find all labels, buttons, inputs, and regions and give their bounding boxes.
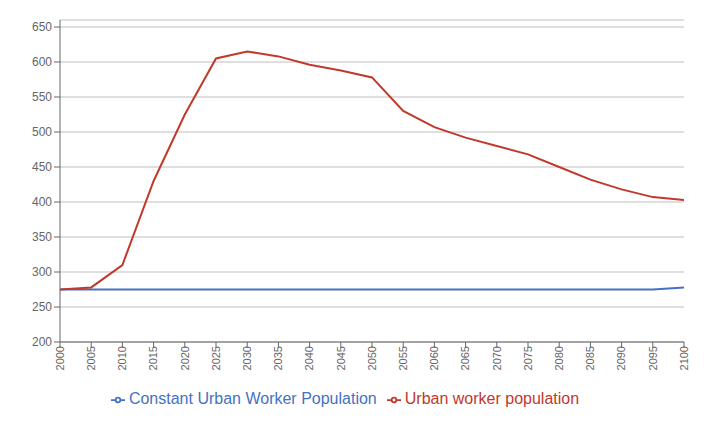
svg-text:250: 250 bbox=[32, 300, 52, 314]
svg-text:2085: 2085 bbox=[584, 346, 596, 370]
svg-text:2080: 2080 bbox=[553, 346, 565, 370]
svg-text:2035: 2035 bbox=[272, 346, 284, 370]
svg-text:2055: 2055 bbox=[397, 346, 409, 370]
svg-text:2015: 2015 bbox=[147, 346, 159, 370]
svg-text:450: 450 bbox=[32, 160, 52, 174]
svg-text:300: 300 bbox=[32, 265, 52, 279]
svg-text:2095: 2095 bbox=[647, 346, 659, 370]
svg-text:200: 200 bbox=[32, 335, 52, 349]
svg-text:2100: 2100 bbox=[678, 346, 690, 370]
svg-text:2005: 2005 bbox=[85, 346, 97, 370]
svg-text:2065: 2065 bbox=[459, 346, 471, 370]
svg-text:2010: 2010 bbox=[116, 346, 128, 370]
svg-text:2060: 2060 bbox=[428, 346, 440, 370]
svg-text:2030: 2030 bbox=[241, 346, 253, 370]
svg-text:650: 650 bbox=[32, 20, 52, 34]
svg-text:400: 400 bbox=[32, 195, 52, 209]
svg-text:550: 550 bbox=[32, 90, 52, 104]
svg-text:600: 600 bbox=[32, 55, 52, 69]
svg-text:2090: 2090 bbox=[615, 346, 627, 370]
html-text:Constant Urban Worker Populati: Constant Urban Worker Population bbox=[128, 390, 377, 407]
html-text:Urban worker population: Urban worker population bbox=[404, 390, 580, 407]
svg-text:2000: 2000 bbox=[54, 346, 66, 370]
svg-text:2050: 2050 bbox=[366, 346, 378, 370]
svg-text:500: 500 bbox=[32, 125, 52, 139]
svg-text:2020: 2020 bbox=[179, 346, 191, 370]
svg-text:2075: 2075 bbox=[522, 346, 534, 370]
svg-text:2025: 2025 bbox=[210, 346, 222, 370]
svg-text:350: 350 bbox=[32, 230, 52, 244]
svg-text:2040: 2040 bbox=[303, 346, 315, 370]
svg-text:2070: 2070 bbox=[491, 346, 503, 370]
svg-text:2045: 2045 bbox=[335, 346, 347, 370]
